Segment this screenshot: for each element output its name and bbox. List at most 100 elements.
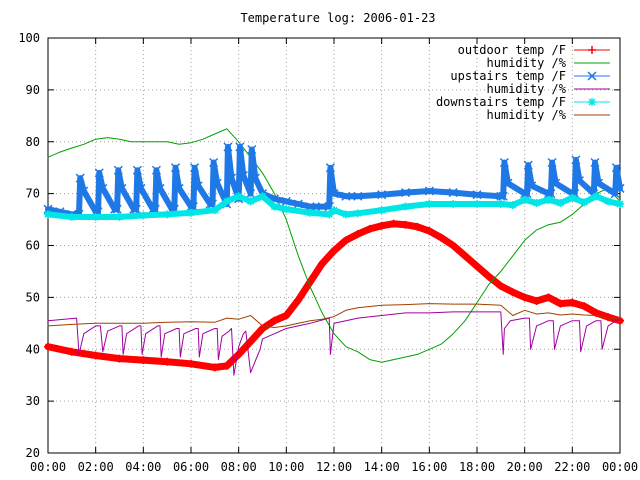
data-point: [547, 157, 557, 168]
data-point: [341, 210, 350, 219]
data-point: [496, 200, 505, 208]
data-point: [473, 200, 481, 208]
data-point: [226, 173, 237, 183]
data-point: [148, 204, 158, 214]
series-5: [47, 303, 621, 328]
data-point: [190, 163, 200, 173]
data-point: [293, 199, 303, 209]
series-1: [47, 128, 621, 363]
legend-label: downstairs temp /F: [436, 95, 566, 109]
y-tick-label: 30: [26, 394, 40, 408]
data-point: [210, 363, 219, 372]
data-point: [377, 206, 386, 215]
legend-label: upstairs temp /F: [450, 69, 566, 83]
data-point: [235, 142, 245, 152]
data-point: [155, 183, 165, 193]
data-point: [449, 200, 458, 208]
data-point: [270, 202, 279, 211]
data-point: [544, 293, 553, 302]
data-point: [246, 337, 255, 346]
data-point: [571, 155, 581, 165]
x-tick-label: 12:00: [316, 460, 352, 474]
data-point: [112, 204, 122, 214]
data-point: [568, 193, 577, 202]
data-point: [193, 181, 203, 191]
data-point: [508, 288, 517, 297]
data-point: [472, 190, 482, 200]
data-point: [281, 196, 291, 206]
x-tick-label: 00:00: [602, 460, 638, 474]
data-point: [503, 178, 513, 188]
data-point: [187, 359, 195, 368]
data-point: [250, 173, 260, 183]
data-point: [115, 354, 124, 363]
data-point: [187, 208, 195, 217]
x-tick-label: 22:00: [554, 460, 590, 474]
x-tick-label: 16:00: [411, 460, 447, 474]
data-point: [163, 210, 172, 219]
y-tick-label: 60: [26, 239, 40, 253]
data-point: [210, 206, 219, 215]
legend-label: humidity /%: [487, 56, 567, 70]
data-point: [115, 212, 124, 221]
data-point: [163, 357, 172, 366]
data-point: [44, 210, 52, 219]
data-point: [234, 192, 243, 201]
data-point: [330, 246, 338, 255]
data-point: [209, 157, 219, 168]
y-tick-label: 20: [26, 446, 40, 460]
data-point: [532, 198, 541, 207]
data-point: [151, 165, 161, 175]
data-point: [318, 259, 327, 268]
axes: 20 30 40 50 60 70 80 90 100 00:00 02:00 04:00 06:00 0…: [18, 31, 638, 474]
data-point: [294, 295, 303, 304]
y-tick-label: 100: [18, 31, 40, 45]
data-point: [94, 168, 104, 178]
chart-title: Temperature log: 2006-01-23: [240, 11, 435, 25]
data-point: [353, 209, 362, 218]
data-point: [330, 206, 338, 215]
data-point: [498, 191, 508, 201]
data-point: [110, 204, 120, 214]
data-point: [520, 189, 530, 199]
series-layer: [43, 128, 625, 376]
data-point: [270, 316, 279, 325]
data-point: [113, 165, 123, 175]
x-tick-label: 14:00: [364, 460, 400, 474]
data-point: [590, 157, 600, 168]
data-point: [305, 202, 315, 212]
data-point: [131, 204, 141, 214]
data-point: [574, 176, 585, 186]
data-point: [556, 299, 565, 308]
data-point: [117, 183, 127, 193]
data-point: [544, 195, 553, 204]
data-point: [132, 165, 142, 175]
data-point: [212, 178, 222, 188]
data-point: [258, 192, 267, 201]
y-tick-label: 40: [26, 342, 40, 356]
data-point: [238, 170, 248, 180]
data-point: [341, 191, 351, 201]
data-point: [449, 241, 458, 250]
y-tick-label: 50: [26, 290, 40, 304]
data-point: [568, 298, 577, 307]
x-tick-label: 00:00: [30, 460, 66, 474]
data-point: [136, 183, 146, 193]
data-point: [461, 251, 470, 260]
data-point: [317, 202, 327, 212]
data-point: [306, 208, 315, 217]
data-point: [611, 163, 621, 173]
series-0: [44, 219, 624, 372]
data-point: [67, 347, 76, 356]
data-point: [44, 342, 52, 351]
x-tick-label: 18:00: [459, 460, 495, 474]
series-line: [47, 303, 621, 328]
x-tick-label: 08:00: [221, 460, 257, 474]
series-line: [47, 128, 621, 363]
legend-marker: [588, 46, 596, 54]
legend-label: humidity /%: [487, 108, 567, 122]
data-point: [499, 157, 509, 168]
plot-border: [47, 37, 621, 454]
data-point: [91, 351, 100, 360]
